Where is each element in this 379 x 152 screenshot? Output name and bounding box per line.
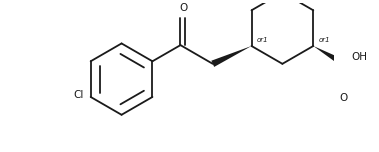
Text: O: O: [179, 3, 187, 13]
Text: or1: or1: [318, 37, 330, 43]
Text: Cl: Cl: [74, 90, 84, 100]
Text: OH: OH: [351, 52, 368, 62]
Text: O: O: [339, 93, 347, 103]
Polygon shape: [313, 46, 343, 65]
Text: or1: or1: [257, 37, 268, 43]
Polygon shape: [211, 46, 252, 67]
